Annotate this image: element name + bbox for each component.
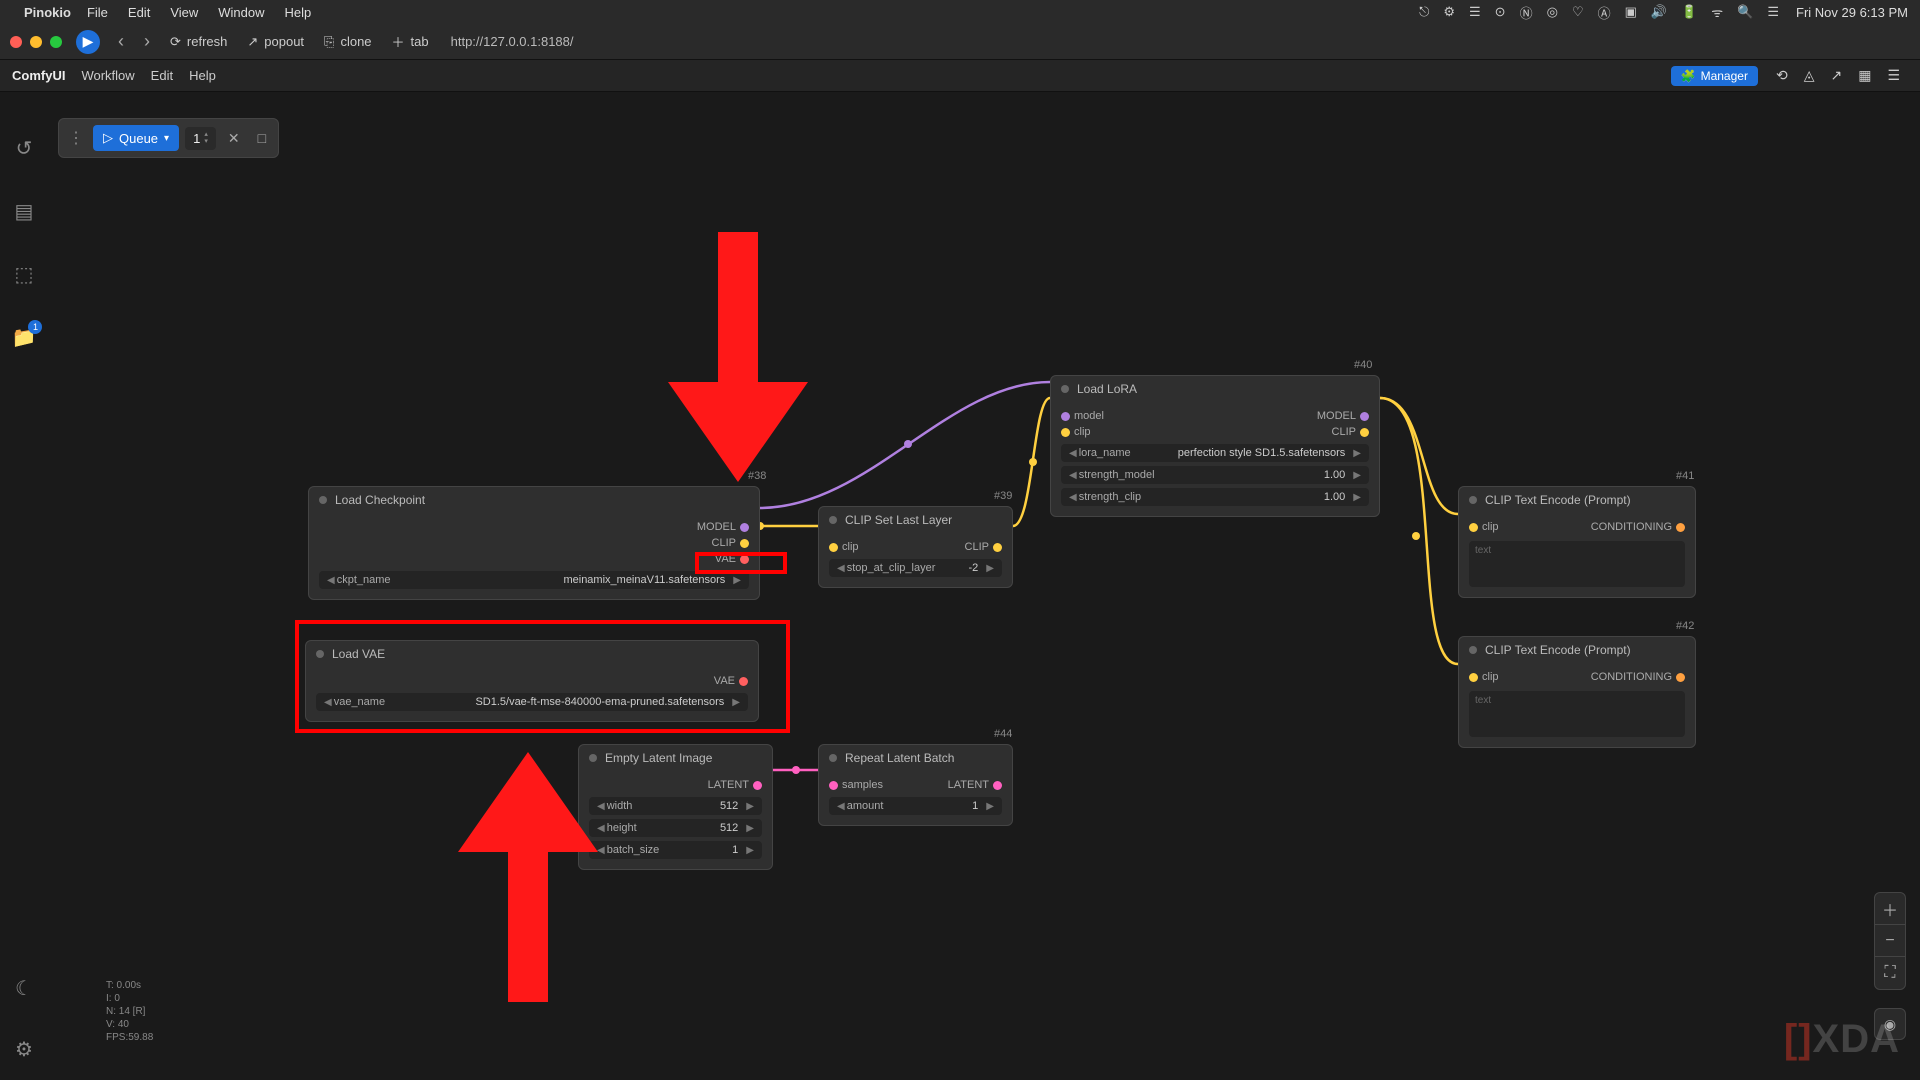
tab-button[interactable]: ＋tab xyxy=(382,28,439,55)
node-id: #44 xyxy=(994,728,1012,740)
settings-icon[interactable]: ⚙ xyxy=(15,1037,33,1062)
node-clip-text-encode-1[interactable]: CLIP Text Encode (Prompt) clipCONDITIONI… xyxy=(1458,486,1696,598)
prompt-text[interactable]: text xyxy=(1469,691,1685,737)
node-title: CLIP Text Encode (Prompt) xyxy=(1485,493,1631,507)
status-icon[interactable]: ◎ xyxy=(1547,4,1558,20)
status-icon[interactable]: ☰ xyxy=(1767,4,1779,20)
status-icon[interactable]: ♡ xyxy=(1572,4,1584,20)
amount-widget[interactable]: ◀amount1▶ xyxy=(829,797,1002,815)
menu-window[interactable]: Window xyxy=(218,5,264,20)
app-brand: ComfyUI xyxy=(12,68,65,83)
nav-forward[interactable]: › xyxy=(134,31,160,52)
reset-view-icon[interactable]: ⟲ xyxy=(1776,67,1788,84)
node-id: #40 xyxy=(1354,359,1372,371)
xda-watermark: []XDA xyxy=(1784,1017,1900,1062)
strength-model-widget[interactable]: ◀strength_model1.00▶ xyxy=(1061,466,1369,484)
zoom-in-button[interactable]: ＋ xyxy=(1875,893,1905,925)
node-id: #41 xyxy=(1676,470,1694,482)
pinokio-icon[interactable]: ▶ xyxy=(76,30,100,54)
lora-name-widget[interactable]: ◀lora_nameperfection style SD1.5.safeten… xyxy=(1061,444,1369,462)
menu-help[interactable]: Help xyxy=(285,5,312,20)
left-sidebar: ↺ ▤ ⬚ 📁1 ☾ ⚙ xyxy=(0,92,48,1080)
nav-back[interactable]: ‹ xyxy=(108,31,134,52)
node-load-checkpoint[interactable]: Load Checkpoint MODEL CLIP VAE ◀ckpt_nam… xyxy=(308,486,760,600)
status-icon[interactable]: Ⓐ xyxy=(1598,3,1611,22)
node-title: Load LoRA xyxy=(1077,382,1137,396)
fit-button[interactable]: ⛶ xyxy=(1875,957,1905,989)
app-bar: ComfyUI Workflow Edit Help 🧩Manager ⟲ ◬ … xyxy=(0,60,1920,92)
refresh-button[interactable]: ⟳refresh xyxy=(160,30,237,54)
appbar-help[interactable]: Help xyxy=(189,68,216,83)
status-icon[interactable]: ▣ xyxy=(1625,4,1637,20)
stop-layer-widget[interactable]: ◀stop_at_clip_layer-2▶ xyxy=(829,559,1002,577)
theme-icon[interactable]: ☾ xyxy=(15,976,33,1001)
node-id: #42 xyxy=(1676,620,1694,632)
share-icon[interactable]: ↗ xyxy=(1830,67,1842,84)
width-widget[interactable]: ◀width512▶ xyxy=(589,797,762,815)
url-bar[interactable]: http://127.0.0.1:8188/ xyxy=(451,34,574,49)
traffic-lights[interactable] xyxy=(10,36,62,48)
status-icon[interactable]: ☰ xyxy=(1469,4,1481,20)
nodes-icon[interactable]: ⬚ xyxy=(15,262,34,287)
canvas-stats: T: 0.00s I: 0 N: 14 [R] V: 40 FPS:59.88 xyxy=(106,979,153,1044)
node-title: Empty Latent Image xyxy=(605,751,712,765)
node-title: CLIP Text Encode (Prompt) xyxy=(1485,643,1631,657)
status-icon[interactable]: ᯤ xyxy=(1711,3,1723,21)
fit-view-icon[interactable]: ◬ xyxy=(1804,67,1815,84)
zoom-controls: ＋ − ⛶ xyxy=(1874,892,1906,990)
node-load-vae[interactable]: Load VAE VAE ◀vae_nameSD1.5/vae-ft-mse-8… xyxy=(305,640,759,722)
menu-icon[interactable]: ☰ xyxy=(1887,67,1900,84)
batch-widget[interactable]: ◀batch_size1▶ xyxy=(589,841,762,859)
node-id: #38 xyxy=(748,470,766,482)
node-id: #39 xyxy=(994,490,1012,502)
strength-clip-widget[interactable]: ◀strength_clip1.00▶ xyxy=(1061,488,1369,506)
node-title: CLIP Set Last Layer xyxy=(845,513,952,527)
history-icon[interactable]: ↺ xyxy=(16,136,33,161)
appbar-workflow[interactable]: Workflow xyxy=(81,68,134,83)
layout-icon[interactable]: ▦ xyxy=(1858,67,1871,84)
arrow-down-icon xyxy=(658,222,818,502)
zoom-out-button[interactable]: − xyxy=(1875,925,1905,957)
manager-button[interactable]: 🧩Manager xyxy=(1671,66,1758,86)
menubar-app[interactable]: Pinokio xyxy=(24,5,71,20)
menu-edit[interactable]: Edit xyxy=(128,5,150,20)
menu-file[interactable]: File xyxy=(87,5,108,20)
node-title: Load Checkpoint xyxy=(335,493,425,507)
clone-button[interactable]: ⎘clone xyxy=(314,30,381,54)
models-icon[interactable]: 📁1 xyxy=(12,325,37,350)
prompt-text[interactable]: text xyxy=(1469,541,1685,587)
status-icon[interactable]: 🔊 xyxy=(1651,4,1667,20)
mac-menubar: Pinokio File Edit View Window Help ⎋ ⚙ ☰… xyxy=(0,0,1920,24)
popout-button[interactable]: ↗popout xyxy=(237,30,314,54)
ckpt-name-widget[interactable]: ◀ckpt_namemeinamix_meinaV11.safetensors▶ xyxy=(319,571,749,589)
node-clip-text-encode-2[interactable]: CLIP Text Encode (Prompt) clipCONDITIONI… xyxy=(1458,636,1696,748)
status-icon[interactable]: ⊙ xyxy=(1495,4,1506,20)
appbar-edit[interactable]: Edit xyxy=(151,68,173,83)
menubar-clock[interactable]: Fri Nov 29 6:13 PM xyxy=(1796,5,1908,20)
vae-name-widget[interactable]: ◀vae_nameSD1.5/vae-ft-mse-840000-ema-pru… xyxy=(316,693,748,711)
node-title: Repeat Latent Batch xyxy=(845,751,954,765)
status-icon[interactable]: Ⓝ xyxy=(1520,3,1533,22)
node-title: Load VAE xyxy=(332,647,385,661)
status-icon[interactable]: ⎋ xyxy=(1419,4,1429,20)
queue-icon[interactable]: ▤ xyxy=(15,199,34,224)
node-repeat-latent[interactable]: Repeat Latent Batch samplesLATENT ◀amoun… xyxy=(818,744,1013,826)
node-empty-latent[interactable]: Empty Latent Image LATENT ◀width512▶ ◀he… xyxy=(578,744,773,870)
menu-view[interactable]: View xyxy=(170,5,198,20)
status-icon[interactable]: 🔋 xyxy=(1681,4,1697,20)
height-widget[interactable]: ◀height512▶ xyxy=(589,819,762,837)
window-chrome: ▶ ‹ › ⟳refresh ↗popout ⎘clone ＋tab http:… xyxy=(0,24,1920,60)
status-icon[interactable]: 🔍 xyxy=(1737,4,1753,20)
status-icon[interactable]: ⚙ xyxy=(1443,4,1455,20)
node-canvas[interactable]: #38 #39 #40 #41 #42 #44 Load Checkpoint … xyxy=(48,92,1920,1080)
node-clip-set-last-layer[interactable]: CLIP Set Last Layer clipCLIP ◀stop_at_cl… xyxy=(818,506,1013,588)
node-load-lora[interactable]: Load LoRA modelMODEL clipCLIP ◀lora_name… xyxy=(1050,375,1380,517)
